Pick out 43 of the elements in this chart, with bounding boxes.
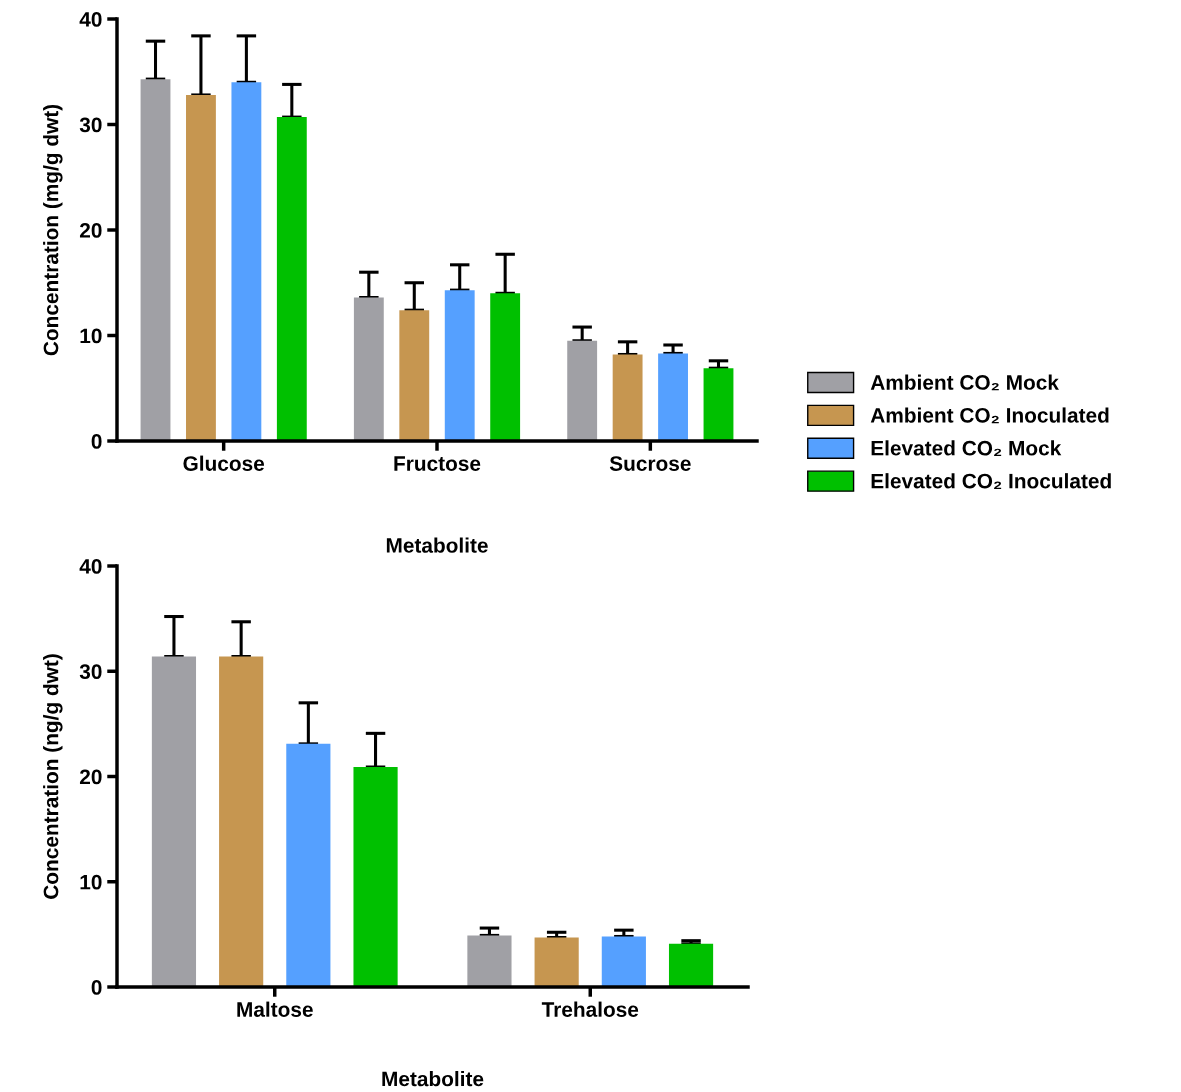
bar bbox=[467, 935, 512, 987]
y-tick-label: 20 bbox=[79, 769, 102, 785]
bar bbox=[703, 368, 734, 441]
bar bbox=[353, 297, 384, 441]
x-tick-label: Fructose bbox=[394, 456, 481, 471]
x-axis-title: Metabolite bbox=[386, 537, 488, 553]
legend-label: Elevated CO₂ Inoculated bbox=[871, 473, 1111, 489]
y-tick-label: 0 bbox=[91, 434, 102, 449]
bar bbox=[444, 290, 475, 441]
bar bbox=[601, 936, 646, 987]
y-tick-label: 10 bbox=[80, 328, 102, 344]
bar bbox=[658, 353, 688, 441]
legend-label: Ambient CO₂ Mock bbox=[870, 374, 1059, 391]
x-tick-label: Maltose bbox=[237, 1001, 313, 1017]
bar bbox=[567, 340, 598, 441]
y-tick-label: 20 bbox=[79, 223, 102, 238]
y-tick-label: 10 bbox=[80, 874, 102, 890]
bar bbox=[353, 767, 398, 987]
x-axis-title: Metabolite bbox=[382, 1071, 484, 1087]
x-tick-label: Glucose bbox=[183, 455, 265, 471]
y-axis-title: Concentration (ng/g dwt) bbox=[43, 654, 63, 899]
bar bbox=[399, 310, 430, 441]
bar bbox=[186, 94, 216, 441]
bar bbox=[151, 656, 197, 987]
legend-label: Ambient CO₂ Inoculated bbox=[870, 407, 1109, 424]
bar bbox=[140, 79, 171, 441]
y-tick-label: 40 bbox=[79, 559, 102, 574]
bar bbox=[668, 943, 714, 987]
y-axis-title: Concentration (mg/g dwt) bbox=[43, 104, 63, 356]
y-tick-label: 30 bbox=[79, 117, 102, 133]
bar bbox=[231, 82, 262, 441]
bar bbox=[490, 293, 521, 441]
bar bbox=[534, 937, 579, 987]
legend-label: Elevated CO₂ Mock bbox=[871, 440, 1062, 457]
bar bbox=[286, 743, 331, 987]
bar bbox=[219, 656, 264, 987]
x-tick-label: Trehalose bbox=[541, 1001, 639, 1017]
bar bbox=[276, 117, 307, 441]
x-tick-label: Sucrose bbox=[609, 456, 691, 471]
bar bbox=[612, 354, 643, 441]
y-tick-label: 30 bbox=[79, 664, 102, 680]
y-tick-label: 40 bbox=[79, 12, 102, 27]
y-tick-label: 0 bbox=[91, 980, 102, 995]
